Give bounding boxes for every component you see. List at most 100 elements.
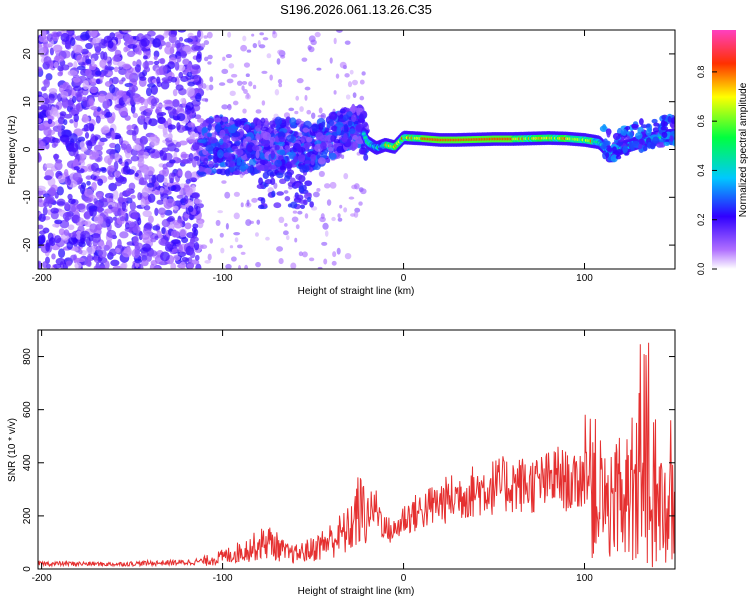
heatmap-cell [76,54,83,64]
heatmap-cell [52,223,60,228]
heatmap-cell [295,95,300,101]
heatmap-cell [244,94,251,100]
heatmap-cell [203,35,208,39]
heatmap-cell [105,99,111,109]
heatmap-cell [139,76,147,81]
heatmap-cell [306,152,311,158]
heatmap-cell [179,229,186,238]
heatmap-cell [176,194,184,199]
heatmap-cell [276,246,284,252]
heatmap-cell [301,251,308,258]
heatmap-cell [129,96,134,105]
heatmap-cell [47,103,52,111]
heatmap-cell [286,161,293,170]
heatmap-cell [208,84,214,91]
heatmap-cell [123,46,129,53]
heatmap-cell [123,165,129,172]
heatmap-cell [345,94,351,100]
heatmap-cell [270,164,277,170]
x-tick-label: 0 [401,273,407,284]
heatmap-cell [43,56,52,65]
heatmap-cell [244,123,250,131]
heatmap-cell [84,197,92,203]
heatmap-cell [249,122,256,129]
heatmap-cell [97,93,106,103]
heatmap-cell [225,54,232,59]
heatmap-cell [645,123,651,128]
heatmap-cell [91,162,99,172]
heatmap-cell [106,229,117,238]
heatmap-cell [324,230,329,237]
heatmap-cell [56,198,66,207]
heatmap-cell [144,230,153,236]
heatmap-cell [151,174,157,184]
heatmap-cell [185,257,190,263]
heatmap-cell [309,201,314,208]
heatmap-cell [652,136,660,144]
heatmap-cell [177,30,187,33]
heatmap-cell [92,37,101,44]
heatmap-cell [233,232,241,236]
heatmap-cell [318,107,323,114]
heatmap-cell [163,177,168,186]
heatmap-cell [238,264,242,269]
heatmap-cell [98,265,106,269]
heatmap-cell [208,137,218,144]
heatmap-cell [165,241,171,247]
heatmap-cell [108,204,113,210]
heatmap-cell [241,80,248,85]
heatmap-cell [606,147,614,152]
heatmap-cell [256,219,261,225]
heatmap-cell [89,208,97,217]
heatmap-cell [67,203,77,213]
heatmap-cell [160,251,170,262]
heatmap-cell [329,181,337,189]
heatmap-cell [191,192,201,199]
heatmap-cell [142,210,152,218]
heatmap-cell [38,35,49,43]
heatmap-cell [262,132,271,141]
heatmap-cell [209,238,214,244]
heatmap-cell [274,89,280,96]
heatmap-cell [93,198,98,204]
heatmap-cell [80,31,90,41]
heatmap-cell [43,201,49,208]
heatmap-cell [137,192,142,201]
colorbar-tick-label: 0.8 [696,66,706,79]
heatmap-cell [267,163,273,172]
heatmap-cell [158,238,166,246]
heatmap-cell [150,237,157,243]
heatmap-cell [306,196,312,203]
heatmap-cell [78,249,83,255]
heatmap-cell [93,144,103,152]
heatmap-cell [63,113,73,119]
heatmap-cell [98,249,107,259]
heatmap-cell [247,165,254,174]
heatmap-cell [64,169,69,177]
heatmap-cell [85,122,93,129]
heatmap-cell [145,87,152,97]
heatmap-cell [304,94,308,101]
heatmap-cell [72,172,82,182]
heatmap-cell [221,180,227,184]
heatmap-cell [149,263,155,269]
heatmap-cell [112,189,119,200]
heatmap-cell [343,114,349,121]
heatmap-cell [86,140,93,150]
heatmap-cell [255,109,262,114]
y-tick-label: -20 [22,237,33,252]
heatmap-cell [189,131,195,140]
heatmap-cell [184,170,192,180]
heatmap-cell [176,122,181,131]
heatmap-cell [269,136,276,143]
heatmap-cell [172,99,180,108]
heatmap-cell [279,178,287,184]
heatmap-cell [643,145,648,152]
heatmap-cell [125,188,132,196]
heatmap-cell [286,134,295,143]
colorbar-tick-label: 0.4 [696,164,706,177]
heatmap-cell [230,256,237,262]
heatmap-cell [302,127,309,133]
heatmap-cell [316,187,321,192]
heatmap-cell [180,97,186,104]
